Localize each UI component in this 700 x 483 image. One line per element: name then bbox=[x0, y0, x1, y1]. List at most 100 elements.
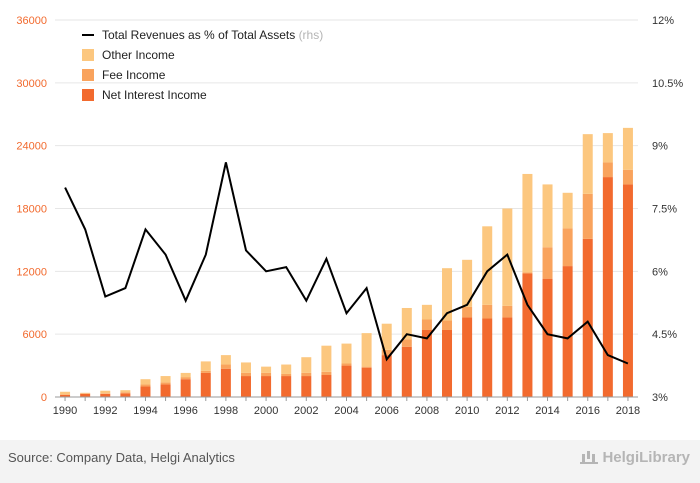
bar-segment bbox=[522, 173, 533, 273]
bar-segment bbox=[140, 386, 151, 397]
bar-segment bbox=[321, 375, 332, 397]
y-right-tick-label: 9% bbox=[652, 141, 668, 153]
revenue-chart: 0 6000 12000 18000 24000 30000 36000 3% 4.5% 6% 7.… bbox=[16, 15, 683, 417]
bar-segment bbox=[401, 339, 412, 347]
y-right-tick-label: 10.5% bbox=[652, 78, 683, 90]
legend-label: Other Income bbox=[102, 48, 175, 62]
bar-segment bbox=[482, 226, 493, 305]
bar-segment bbox=[341, 343, 352, 364]
y-right-tick-label: 6% bbox=[652, 266, 668, 278]
bar-segment bbox=[120, 390, 131, 393]
bar-segment bbox=[562, 192, 573, 229]
chart-area: 0 6000 12000 18000 24000 30000 36000 3% 4.5% 6% 7.… bbox=[16, 15, 683, 417]
bar-segment bbox=[522, 272, 533, 274]
bar-segment bbox=[442, 329, 453, 397]
x-tick-label: 2016 bbox=[575, 405, 599, 417]
legend-swatch bbox=[82, 49, 94, 61]
bar-segment bbox=[462, 306, 473, 318]
bar-segment bbox=[321, 345, 332, 372]
bar-segment bbox=[421, 304, 432, 320]
bar-segment bbox=[602, 177, 613, 397]
bar-segment bbox=[381, 323, 392, 350]
x-tick-label: 1994 bbox=[133, 405, 157, 417]
y-left-tick-label: 12000 bbox=[16, 266, 47, 278]
bar-segment bbox=[100, 390, 111, 394]
x-tick-label: 1992 bbox=[93, 405, 117, 417]
library-icon bbox=[580, 448, 599, 464]
bar-segment bbox=[60, 391, 71, 395]
bar-segment bbox=[321, 371, 332, 376]
bar-segment bbox=[140, 384, 151, 387]
bar-segment bbox=[381, 349, 392, 356]
bar-segment bbox=[100, 393, 111, 394]
bar-segment bbox=[401, 307, 412, 340]
x-tick-label: 1998 bbox=[214, 405, 238, 417]
bar-segment bbox=[361, 367, 372, 397]
y-left-tick-label: 0 bbox=[41, 392, 47, 404]
bar-segment bbox=[542, 247, 553, 279]
bar-segment bbox=[200, 370, 211, 373]
bar-segment bbox=[80, 392, 91, 394]
bar-segment bbox=[261, 366, 272, 373]
bar-segment bbox=[562, 228, 573, 267]
y-right-tick-label: 3% bbox=[652, 392, 668, 404]
x-tick-label: 2018 bbox=[616, 405, 640, 417]
bar-segment bbox=[261, 376, 272, 397]
bar-segment bbox=[502, 317, 513, 397]
bar-segment bbox=[462, 259, 473, 307]
footer: Source: Company Data, Helgi Analytics He… bbox=[0, 440, 700, 483]
revenue-ratio-line bbox=[64, 162, 629, 365]
x-tick-label: 2006 bbox=[374, 405, 398, 417]
bar-segment bbox=[401, 346, 412, 397]
y-left-tick-label: 24000 bbox=[16, 141, 47, 153]
bar-segment bbox=[240, 376, 251, 397]
bar-segment bbox=[462, 317, 473, 397]
x-tick-label: 2010 bbox=[455, 405, 479, 417]
x-tick-label: 1996 bbox=[173, 405, 197, 417]
bar-segment bbox=[220, 368, 231, 397]
bar-segment bbox=[180, 379, 191, 397]
bar-segment bbox=[240, 372, 251, 377]
bar-segment bbox=[120, 393, 131, 397]
bar-segment bbox=[622, 127, 633, 170]
bar-segment bbox=[200, 361, 211, 371]
bar-segment bbox=[602, 162, 613, 178]
bar-segment bbox=[361, 366, 372, 368]
bar-segment bbox=[160, 384, 171, 397]
y-left-tick-label: 6000 bbox=[23, 329, 47, 341]
bar-segment bbox=[281, 364, 292, 374]
legend-label-line: Total Revenues as % of Total Assets (rhs… bbox=[102, 28, 323, 42]
legend-swatch bbox=[82, 89, 94, 101]
bar-segment bbox=[582, 193, 593, 239]
bar-segment bbox=[80, 393, 91, 397]
bar-segment bbox=[60, 394, 71, 397]
bar-segment bbox=[281, 376, 292, 397]
x-tick-label: 2014 bbox=[535, 405, 559, 417]
bar-segment bbox=[180, 377, 191, 380]
bar-segment bbox=[301, 357, 312, 373]
bar-segment bbox=[442, 320, 453, 330]
y-right-tick-label: 4.5% bbox=[652, 329, 677, 341]
x-tick-label: 2002 bbox=[294, 405, 318, 417]
y-left-tick-label: 18000 bbox=[16, 204, 47, 216]
x-tick-label: 2004 bbox=[334, 405, 358, 417]
bar-segment bbox=[301, 376, 312, 397]
bar-segment bbox=[542, 278, 553, 397]
legend-swatch bbox=[82, 69, 94, 81]
bar-segment bbox=[542, 184, 553, 248]
bar-segment bbox=[522, 273, 533, 397]
bar-segment bbox=[261, 372, 272, 377]
bar-segment bbox=[421, 329, 432, 397]
legend-label: Fee Income bbox=[102, 68, 166, 82]
y-left-tick-label: 36000 bbox=[16, 15, 47, 27]
bar-segment bbox=[240, 362, 251, 373]
bar-segment bbox=[622, 169, 633, 185]
bar-segment bbox=[582, 134, 593, 194]
bar-segment bbox=[482, 304, 493, 319]
y-left-tick-label: 30000 bbox=[16, 78, 47, 90]
source-note: Source: Company Data, Helgi Analytics bbox=[8, 450, 235, 465]
bar-segment bbox=[120, 392, 131, 394]
bar-segment bbox=[361, 333, 372, 367]
bar-segment bbox=[100, 393, 111, 397]
x-tick-label: 2012 bbox=[495, 405, 519, 417]
